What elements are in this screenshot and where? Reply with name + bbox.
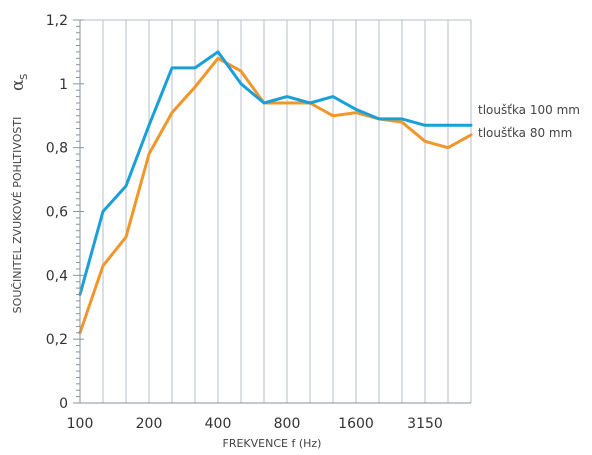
y-tick-label: 0	[59, 396, 68, 412]
y-tick-label: 0,4	[46, 268, 68, 284]
x-tick-label: 100	[67, 416, 94, 432]
x-tick-label: 1600	[338, 416, 374, 432]
y-axis-title: SOUČINITEL ZVUKOVÉ POHLTIVOSTI α S	[8, 74, 30, 314]
series-line-100mm	[78, 50, 473, 296]
y-axis-title-text: SOUČINITEL ZVUKOVÉ POHLTIVOSTI	[11, 117, 24, 314]
y-axis-alpha-symbol: α	[8, 79, 28, 91]
legend-label-80mm: tloušťka 80 mm	[478, 126, 572, 140]
x-tick-label: 800	[274, 416, 301, 432]
series-line-80mm	[78, 56, 473, 335]
axis-layer: 0 0,2 0,4 0,6 0,8 1 1,2 100 200 400 800 1600 3150	[46, 13, 471, 432]
series-layer	[78, 50, 473, 335]
y-tick-label: 0,6	[46, 205, 68, 221]
y-axis-alpha-subscript: S	[19, 74, 30, 80]
y-tick-label: 0,8	[46, 141, 68, 157]
x-tick-label: 200	[136, 416, 163, 432]
y-tick-label: 0,2	[46, 332, 68, 348]
x-tick-label: 3150	[407, 416, 443, 432]
x-axis-title: FREKVENCE f (Hz)	[223, 437, 322, 450]
legend-label-100mm: tloušťka 100 mm	[478, 103, 580, 117]
x-tick-label: 400	[205, 416, 232, 432]
y-tick-label: 1,2	[46, 13, 68, 29]
y-tick-label: 1	[59, 77, 68, 93]
grid-layer	[79, 19, 472, 403]
